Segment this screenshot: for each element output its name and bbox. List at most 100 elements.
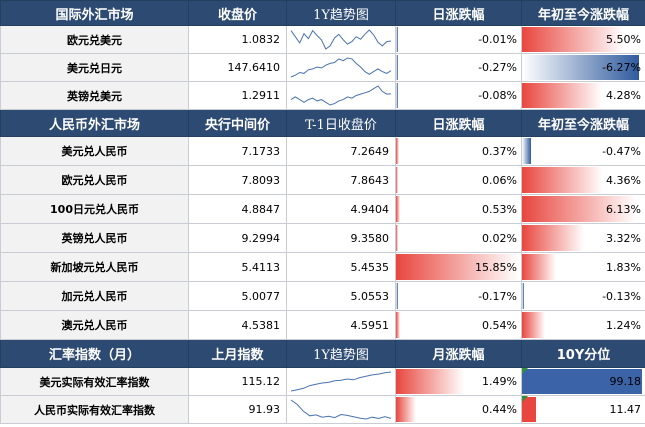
fx-row-sparkline [286,53,396,82]
rmb-row-mid: 5.0077 [188,281,287,311]
rmb-header-market: 人民币外汇市场 [0,109,189,137]
rmb-row-daily-value: 0.53% [482,202,517,216]
rmb-row-mid: 9.2994 [188,223,287,253]
fx-row-ytd-value: -6.27% [602,61,641,74]
positive-data-bar [396,196,400,222]
positive-data-bar [396,254,518,280]
sparkline-chart [290,57,392,78]
index-row-name: 美元实际有效汇率指数 [0,367,189,396]
fx-header-trend: 1Y趋势图 [286,0,396,26]
fx-row-ytd-value: 4.28% [606,89,641,102]
rmb-row-ytd: 1.24% [521,310,645,340]
fx-row-name: 欧元兑美元 [0,25,189,54]
rmb-row-ytd-value: -0.13% [602,289,641,303]
rmb-row-name: 英镑兑人民币 [0,223,189,253]
index-row-monthly: 0.44% [395,395,522,424]
rmb-row-ytd: 6.13% [521,194,645,224]
rmb-row-name: 加元兑人民币 [0,281,189,311]
negative-data-bar [522,138,531,164]
rmb-row-daily-value: 15.85% [475,260,517,274]
rmb-row-daily: 0.02% [395,223,522,253]
index-header-last: 上月指数 [188,339,287,368]
rmb-row-daily: 15.85% [395,252,522,282]
fx-row-daily-value: -0.01% [478,33,517,46]
rmb-row-daily: 0.54% [395,310,522,340]
sparkline-path [290,399,392,420]
fx-row: 欧元兑美元 1.0832 -0.01% 5.50% [0,25,645,54]
fx-row-daily: -0.01% [395,25,522,54]
sparkline-chart [290,85,392,106]
index-row-percentile: 99.18 [521,367,645,396]
rmb-row-prev-close: 7.8643 [286,165,396,195]
percentile-indicator-mark [522,396,528,402]
positive-data-bar [522,83,602,108]
positive-data-bar [396,167,398,193]
fx-row: 英镑兑美元 1.2911 -0.08% 4.28% [0,81,645,110]
index-row-sparkline [286,395,396,424]
sparkline-path [290,371,392,392]
positive-data-bar [396,397,416,422]
rmb-row-daily: 0.06% [395,165,522,195]
rmb-row-ytd-value: 1.24% [606,318,641,332]
rmb-row-ytd-value: -0.47% [602,144,641,158]
index-row-sparkline [286,367,396,396]
percentile-bar [522,369,642,394]
percentile-indicator-mark [522,368,528,374]
positive-data-bar [396,369,464,394]
positive-data-bar [396,138,399,164]
rmb-row-prev-close: 9.3580 [286,223,396,253]
negative-data-bar [522,283,524,309]
rmb-row-daily: 0.53% [395,194,522,224]
rmb-row-ytd: 1.83% [521,252,645,282]
rmb-row-ytd: 4.36% [521,165,645,195]
negative-data-bar [396,27,398,52]
fx-header-market: 国际外汇市场 [0,0,189,26]
fx-row-close: 1.0832 [188,25,287,54]
rmb-row-mid: 4.8847 [188,194,287,224]
fx-row-daily-value: -0.08% [478,89,517,102]
positive-data-bar [396,225,398,251]
positive-data-bar [522,27,624,52]
sparkline-chart [290,371,392,392]
rmb-header-daily: 日涨跌幅 [395,109,522,137]
rmb-row-name: 新加坡元兑人民币 [0,252,189,282]
rmb-row-ytd-value: 4.36% [606,173,641,187]
index-header-name: 汇率指数（月） [0,339,189,368]
fx-row-sparkline [286,25,396,54]
index-row-percentile-value: 99.18 [609,375,642,388]
negative-data-bar [396,283,398,309]
rmb-row: 英镑兑人民币 9.2994 9.3580 0.02% 3.32% [0,223,645,253]
rmb-row-prev-close: 5.0553 [286,281,396,311]
index-header-trend: 1Y趋势图 [286,339,396,368]
rmb-row-mid: 4.5381 [188,310,287,340]
index-row: 人民币实际有效汇率指数 91.93 0.44% 11.47 [0,395,645,424]
index-row-name: 人民币实际有效汇率指数 [0,395,189,424]
positive-data-bar [522,167,603,193]
fx-row-ytd: 5.50% [521,25,645,54]
fx-row-name: 英镑兑美元 [0,81,189,110]
rmb-row-ytd: 3.32% [521,223,645,253]
rmb-header-row: 人民币外汇市场 央行中间价 T-1日收盘价 日涨跌幅 年初至今涨跌幅 [0,109,645,137]
index-row-last: 91.93 [188,395,287,424]
index-row-monthly: 1.49% [395,367,522,396]
positive-data-bar [522,312,545,338]
rmb-row: 美元兑人民币 7.1733 7.2649 0.37% -0.47% [0,136,645,166]
rmb-row-ytd: -0.47% [521,136,645,166]
index-row: 美元实际有效汇率指数 115.12 1.49% 99.18 [0,367,645,396]
rmb-row-name: 100日元兑人民币 [0,194,189,224]
index-header-percentile: 10Y分位 [521,339,645,368]
rmb-row-ytd: -0.13% [521,281,645,311]
fx-row-ytd: 4.28% [521,81,645,110]
fx-header-close: 收盘价 [188,0,287,26]
rmb-row-daily-value: 0.37% [482,144,517,158]
fx-header-ytd: 年初至今涨跌幅 [521,0,645,26]
rmb-row: 新加坡元兑人民币 5.4113 5.4535 15.85% 1.83% [0,252,645,282]
fx-row: 美元兑日元 147.6410 -0.27% -6.27% [0,53,645,82]
rmb-row-name: 美元兑人民币 [0,136,189,166]
fx-row-close: 1.2911 [188,81,287,110]
fx-row-sparkline [286,81,396,110]
rmb-row-name: 欧元兑人民币 [0,165,189,195]
rmb-row-mid: 5.4113 [188,252,287,282]
sparkline-path [290,57,392,78]
negative-data-bar [522,55,639,80]
